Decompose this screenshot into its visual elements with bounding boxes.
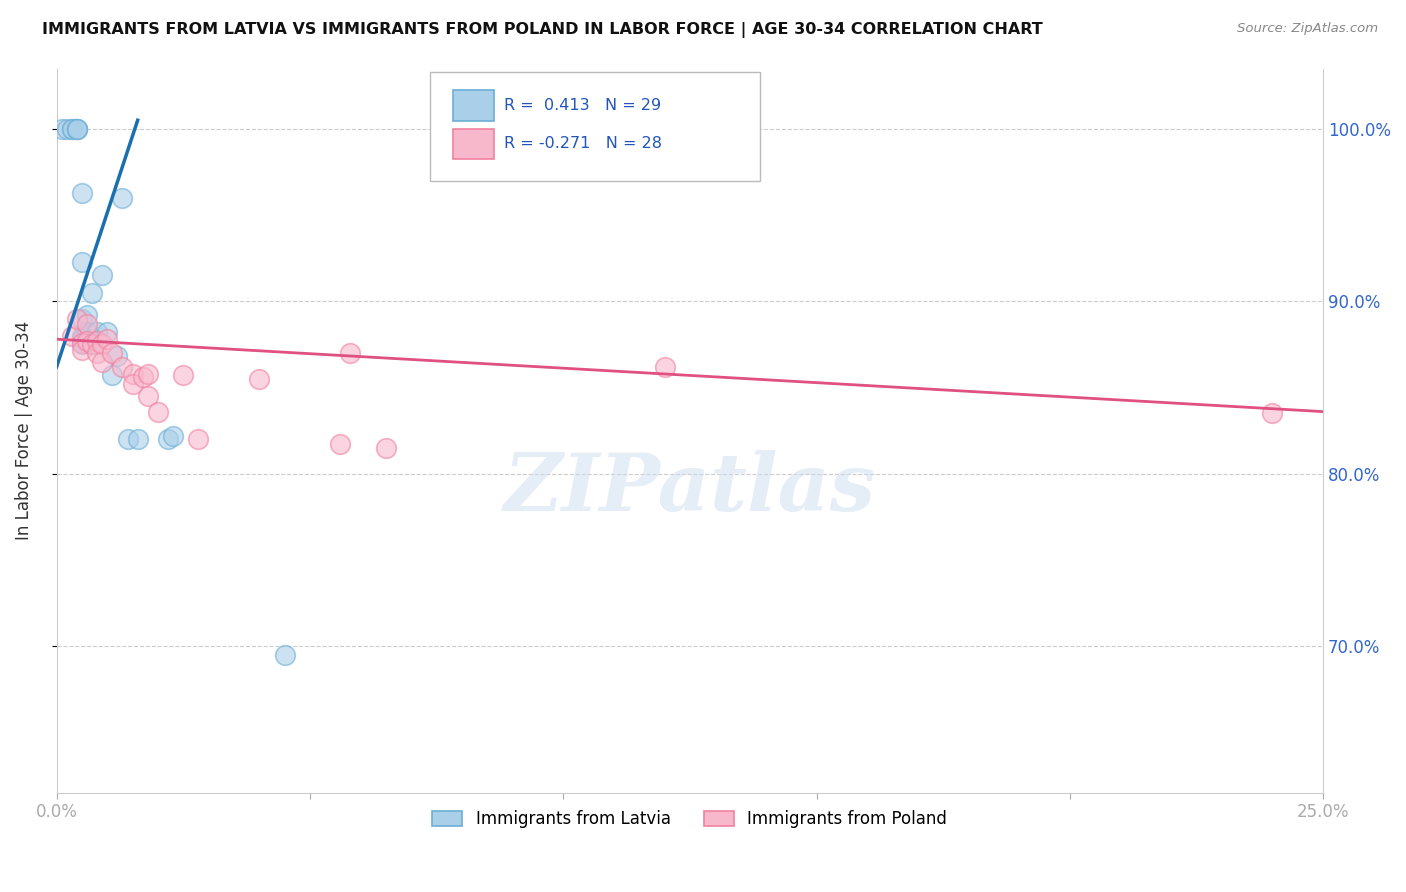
Point [1261,406,1284,420]
Text: ZIPatlas: ZIPatlas [503,450,876,527]
Text: Source: ZipAtlas.com: Source: ZipAtlas.com [1237,22,1378,36]
Point [80,337,103,351]
Point [374,441,396,455]
Point [121,377,143,392]
Point [80,337,103,351]
Point [70,311,93,326]
Point [60,121,83,136]
Point [101,346,124,360]
Point [70,186,93,200]
Point [66,121,89,136]
Point [111,359,134,374]
Point [654,359,676,374]
Point [101,368,124,383]
Point [127,432,149,446]
Point [76,326,98,340]
Point [70,254,93,268]
Point [91,354,114,368]
Point [329,437,352,451]
Point [76,308,98,322]
Text: R =  0.413   N = 29: R = 0.413 N = 29 [503,98,661,113]
Point [339,346,361,360]
Point [76,335,98,350]
FancyBboxPatch shape [453,90,494,120]
Point [187,432,209,446]
Point [91,268,114,283]
Point [76,334,98,348]
FancyBboxPatch shape [430,72,759,181]
Point [136,389,159,403]
Point [66,121,89,136]
Point [70,343,93,357]
Point [247,372,270,386]
Point [70,332,93,346]
Point [132,370,155,384]
Point [60,328,83,343]
Point [86,326,108,340]
Point [136,367,159,381]
Point [111,191,134,205]
Legend: Immigrants from Latvia, Immigrants from Poland: Immigrants from Latvia, Immigrants from … [426,804,955,835]
Point [172,368,194,383]
Text: IMMIGRANTS FROM LATVIA VS IMMIGRANTS FROM POLAND IN LABOR FORCE | AGE 30-34 CORR: IMMIGRANTS FROM LATVIA VS IMMIGRANTS FRO… [42,22,1043,38]
Point [117,432,139,446]
Y-axis label: In Labor Force | Age 30-34: In Labor Force | Age 30-34 [15,321,32,541]
Point [80,285,103,300]
Point [146,404,169,418]
Point [157,432,180,446]
Point [66,311,89,326]
Point [121,367,143,381]
Point [51,121,73,136]
Point [107,350,129,364]
Point [60,121,83,136]
Point [70,328,93,343]
Point [86,346,108,360]
Point [273,648,295,662]
Point [76,317,98,331]
Point [96,332,118,346]
Point [96,326,118,340]
Point [86,334,108,348]
Point [70,335,93,350]
Point [66,121,89,136]
Point [162,429,184,443]
Text: R = -0.271   N = 28: R = -0.271 N = 28 [503,136,662,152]
FancyBboxPatch shape [453,128,494,159]
Point [55,121,77,136]
Point [70,337,93,351]
Point [91,337,114,351]
